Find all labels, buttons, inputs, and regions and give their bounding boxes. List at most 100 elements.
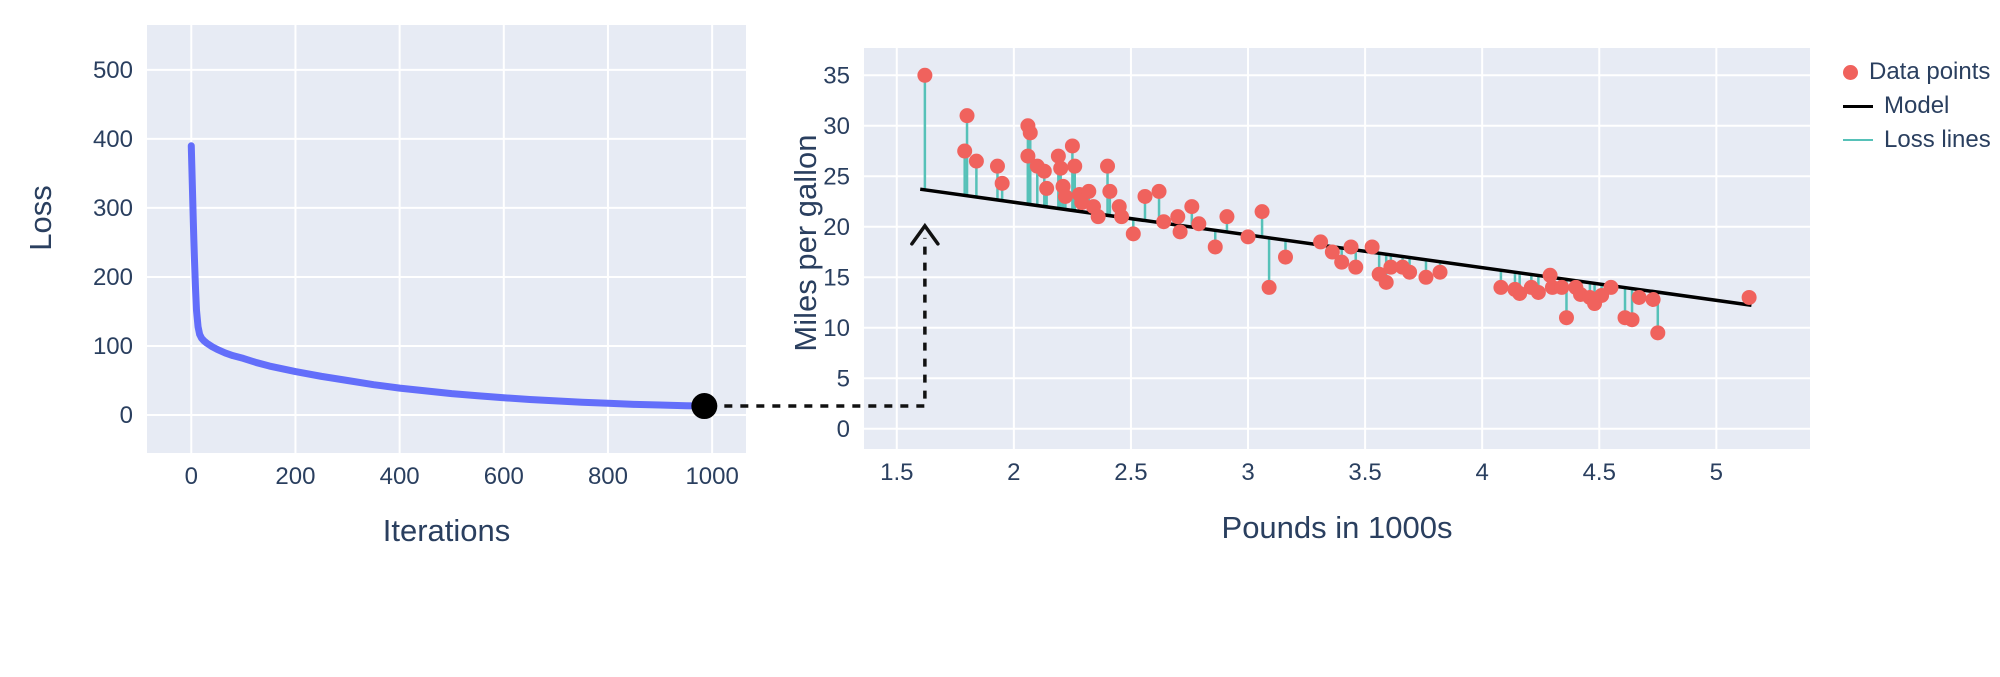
mpg-chart-y-tick-label: 15 [823, 264, 850, 291]
data-point [959, 108, 975, 124]
data-point [1432, 264, 1448, 280]
data-point [1631, 289, 1647, 305]
data-point [1081, 183, 1097, 199]
loss-chart-y-tick-label: 400 [93, 126, 133, 153]
data-point [1184, 199, 1200, 215]
legend-label-model: Model [1884, 92, 1950, 119]
mpg-chart-y-tick-label: 35 [823, 62, 850, 89]
loss-chart-x-tick-label: 800 [588, 463, 628, 490]
mpg-chart-y-tick-label: 5 [837, 365, 850, 392]
data-point [1020, 148, 1036, 164]
data-point [1240, 229, 1256, 245]
data-point [994, 175, 1010, 191]
data-point [1313, 234, 1329, 250]
data-point [1114, 209, 1130, 225]
data-point [1102, 183, 1118, 199]
mpg-chart-x-tick-label: 3 [1241, 459, 1254, 486]
legend-item-model[interactable]: Model [1843, 94, 1991, 118]
legend-label-loss-lines: Loss lines [1884, 126, 1991, 153]
mpg-y-axis-title: Miles per gallon [788, 134, 823, 352]
data-points-marker-icon [1843, 64, 1858, 80]
mpg-chart-x-tick-label: 1.5 [880, 459, 913, 486]
model-line-icon [1843, 104, 1873, 108]
data-point [1100, 158, 1116, 174]
data-point [1378, 274, 1394, 290]
data-point [1170, 209, 1186, 225]
data-point [1324, 244, 1340, 260]
data-point [1383, 259, 1399, 275]
data-point [1343, 239, 1359, 255]
data-point [1067, 158, 1083, 174]
data-point [1039, 180, 1055, 196]
data-point [1418, 269, 1434, 285]
data-point [1137, 188, 1153, 204]
mpg-chart: 1.5 2 2.5 3 3.5 4 4.5 5 0 5 10 15 20 25 30 35 [823, 48, 1810, 486]
loss-chart-y-tick-label: 100 [93, 333, 133, 360]
data-point [1057, 188, 1073, 204]
data-point [1172, 224, 1188, 240]
data-point [1022, 125, 1038, 141]
arrow-dashed-path [724, 237, 927, 408]
data-point [1348, 259, 1364, 275]
mpg-chart-x-tick-label: 4.5 [1583, 459, 1616, 486]
mpg-chart-y-tick-label: 20 [823, 214, 850, 241]
data-point [1156, 214, 1172, 230]
loss-chart-x-tick-label: 200 [275, 463, 315, 490]
loss-chart-y-tick-label: 500 [93, 57, 133, 84]
data-point [917, 67, 933, 83]
data-point [1530, 284, 1546, 300]
loss-chart-y-tick-label: 300 [93, 195, 133, 222]
annotation-arrow [724, 222, 940, 408]
mpg-chart-x-tick-label: 5 [1710, 459, 1723, 486]
mpg-chart-x-tick-label: 2 [1007, 459, 1020, 486]
data-point [1334, 254, 1350, 270]
data-point [1277, 249, 1293, 265]
data-point [1493, 279, 1509, 295]
loss-x-axis-title: Iterations [382, 513, 511, 548]
loss-chart-x-tick-label: 0 [185, 463, 198, 490]
loss-line-icon [1843, 139, 1873, 141]
legend-item-loss-lines[interactable]: Loss lines [1843, 128, 1991, 152]
mpg-chart-y-tick-label: 30 [823, 113, 850, 140]
data-point [1603, 279, 1619, 295]
loss-chart-y-tick-label: 200 [93, 264, 133, 291]
data-point [1254, 204, 1270, 220]
legend: Data points Model Loss lines [1843, 60, 1991, 152]
data-point [1364, 239, 1380, 255]
loss-chart-plot-area [147, 25, 746, 453]
mpg-chart-x-tick-label: 2.5 [1114, 459, 1147, 486]
data-point [1074, 195, 1090, 211]
data-point [1554, 279, 1570, 295]
data-point [1151, 183, 1167, 199]
loss-final-marker [691, 393, 718, 420]
data-point [1053, 160, 1069, 176]
loss-chart: 0 200 400 600 800 1000 0 100 200 300 400 500 [93, 25, 746, 490]
data-point [1542, 267, 1558, 283]
mpg-chart-x-tick-label: 4 [1475, 459, 1488, 486]
data-point [1512, 285, 1528, 301]
legend-item-data-points[interactable]: Data points [1843, 60, 1991, 84]
mpg-x-axis-title: Pounds in 1000s [1221, 510, 1453, 545]
loss-chart-x-tick-label: 600 [484, 463, 524, 490]
data-point [968, 153, 984, 169]
loss-curve [187, 142, 708, 410]
loss-chart-x-tick-label: 1000 [685, 463, 738, 490]
data-point [1207, 239, 1223, 255]
data-point [1036, 163, 1052, 179]
loss-chart-x-tick-label: 400 [380, 463, 420, 490]
data-points [917, 67, 1757, 341]
data-point [1741, 289, 1757, 305]
data-point [1624, 312, 1640, 328]
mpg-chart-y-tick-label: 10 [823, 315, 850, 342]
data-point [957, 143, 973, 159]
loss-chart-y-tick-label: 0 [120, 402, 133, 429]
mpg-chart-x-tick-label: 3.5 [1348, 459, 1381, 486]
data-point [1191, 216, 1207, 232]
data-point [1090, 209, 1106, 225]
data-point [1558, 310, 1574, 326]
data-point [1064, 138, 1080, 154]
arrow-head-icon [910, 222, 940, 246]
data-point [1650, 325, 1666, 341]
